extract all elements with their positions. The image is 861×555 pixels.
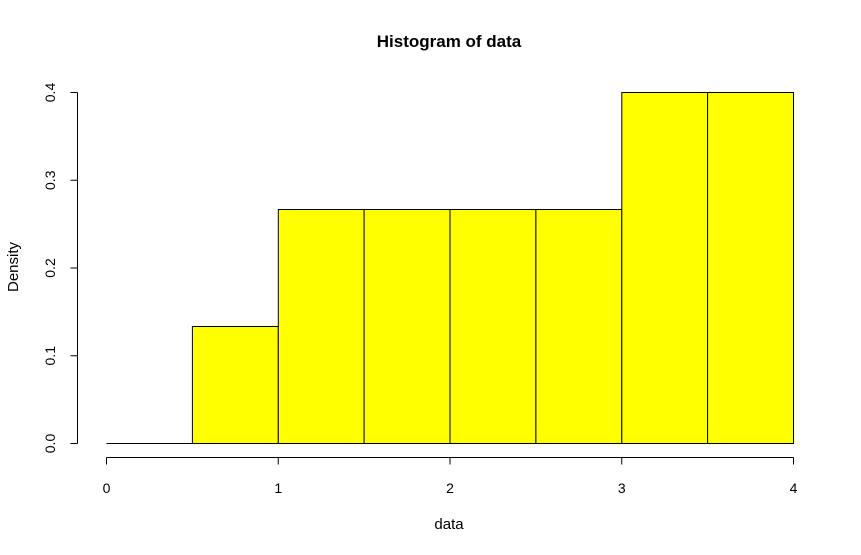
histogram-bar <box>277 209 365 444</box>
histogram-bar <box>535 209 623 444</box>
histogram-bar <box>621 92 709 444</box>
x-tick-label: 4 <box>790 480 798 496</box>
histogram-bar <box>363 209 451 444</box>
histogram-bar <box>707 92 794 444</box>
y-axis: 0.0 0.1 0.2 0.3 0.4 <box>42 83 78 454</box>
x-axis: 0 1 2 3 4 <box>103 457 798 496</box>
histogram-bar <box>449 209 537 444</box>
x-tick-label: 2 <box>446 480 454 496</box>
y-tick-label: 0.1 <box>42 346 58 366</box>
histogram-bar <box>191 326 279 444</box>
y-tick-label: 0.2 <box>42 258 58 278</box>
y-tick-label: 0.4 <box>42 83 58 103</box>
chart-title: Histogram of data <box>377 32 522 51</box>
x-tick-label: 3 <box>618 480 626 496</box>
bars-group <box>106 92 794 444</box>
x-tick-label: 0 <box>103 480 111 496</box>
y-axis-label: Density <box>5 241 22 292</box>
y-tick-label: 0.3 <box>42 170 58 190</box>
x-axis-label: data <box>434 516 464 533</box>
y-tick-label: 0.0 <box>42 434 58 454</box>
x-tick-label: 1 <box>274 480 282 496</box>
